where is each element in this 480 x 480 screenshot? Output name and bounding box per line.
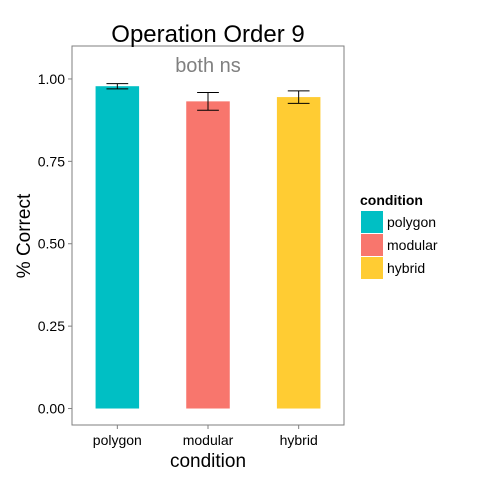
x-axis: polygon modular hybrid (93, 425, 318, 448)
bar-hybrid (276, 97, 321, 409)
legend-swatch-polygon (361, 211, 383, 233)
error-bars (106, 83, 310, 111)
legend-label-hybrid: hybrid (387, 260, 425, 276)
x-tick-label: modular (183, 432, 234, 448)
y-tick-label: 0.50 (38, 236, 65, 252)
y-tick-label: 0.25 (38, 318, 65, 334)
legend-title: condition (360, 192, 423, 208)
x-tick-label: hybrid (280, 432, 318, 448)
legend: condition polygon modular hybrid (360, 192, 438, 279)
error-bar-polygon (106, 83, 129, 90)
legend-label-modular: modular (387, 237, 438, 253)
legend-label-polygon: polygon (387, 214, 436, 230)
error-bar-hybrid (287, 90, 310, 104)
chart-annotation: both ns (175, 55, 241, 77)
legend-swatch-hybrid (361, 257, 383, 279)
y-axis-title: % Correct (14, 193, 35, 278)
error-bar-modular (197, 91, 219, 111)
bar-polygon (95, 86, 140, 409)
y-tick-label: 0.75 (38, 153, 65, 169)
y-axis: 0.00 0.25 0.50 0.75 1.00 (38, 71, 72, 417)
x-tick-label: polygon (93, 432, 142, 448)
chart-title: Operation Order 9 (111, 21, 304, 48)
x-axis-title: condition (170, 451, 246, 472)
legend-swatch-modular (361, 234, 383, 256)
bar-series (95, 86, 321, 409)
bar-modular (186, 101, 230, 409)
y-tick-label: 0.00 (38, 401, 65, 417)
y-tick-label: 1.00 (38, 71, 65, 87)
